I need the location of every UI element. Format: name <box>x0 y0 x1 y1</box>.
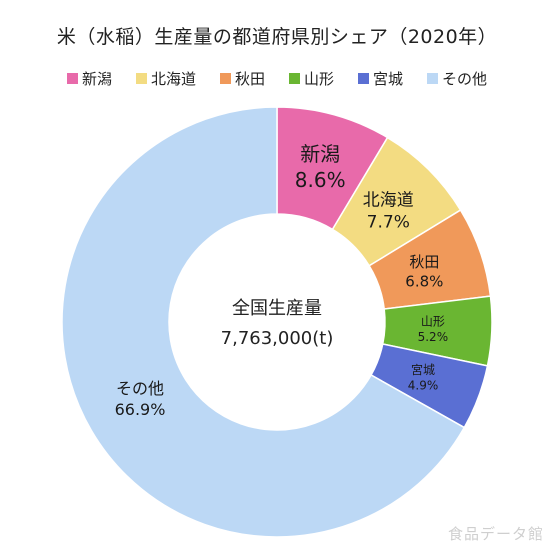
legend-label: 山形 <box>304 70 335 88</box>
legend-swatch <box>66 73 78 84</box>
slice-value-label: 7.7% <box>367 213 410 233</box>
legend-label: 北海道 <box>150 70 196 88</box>
legend-label: 新潟 <box>81 70 112 88</box>
legend-label: その他 <box>442 70 488 88</box>
chart-legend: 新潟 北海道 秋田 山形 宮城 その他 <box>0 68 554 89</box>
slice-name-label: 宮城 <box>411 362 435 377</box>
legend-swatch <box>358 73 370 84</box>
slice-value-label: 8.6% <box>295 168 346 192</box>
slice-value-label: 5.2% <box>418 330 449 344</box>
legend-swatch <box>427 73 439 84</box>
center-label: 全国生産量 <box>232 298 322 319</box>
legend-label: 秋田 <box>234 70 265 88</box>
slice-value-label: 6.8% <box>405 273 443 291</box>
donut-slice <box>61 106 466 538</box>
legend-item: 新潟 <box>66 68 112 89</box>
center-value: 7,763,000(t) <box>221 328 334 349</box>
slice-name-label: 秋田 <box>409 253 439 271</box>
legend-item: 北海道 <box>135 68 196 89</box>
slice-value-label: 4.9% <box>408 378 439 392</box>
legend-item: 宮城 <box>358 68 403 89</box>
legend-swatch <box>289 73 300 84</box>
legend-item: 山形 <box>289 68 334 89</box>
slice-value-label: 66.9% <box>115 400 166 419</box>
watermark: 食品データ館 <box>447 525 544 543</box>
legend-label: 宮城 <box>373 70 404 88</box>
chart-title: 米（水稲）生産量の都道府県別シェア（2020年） <box>56 26 498 48</box>
slice-name-label: 山形 <box>421 315 445 329</box>
legend-swatch <box>219 73 231 84</box>
legend-item: 秋田 <box>219 68 265 89</box>
slice-name-label: 新潟 <box>300 142 340 166</box>
legend-item: その他 <box>427 68 487 89</box>
slice-name-label: 北海道 <box>363 191 414 211</box>
slice-name-label: その他 <box>116 379 164 398</box>
legend-swatch <box>135 73 147 84</box>
